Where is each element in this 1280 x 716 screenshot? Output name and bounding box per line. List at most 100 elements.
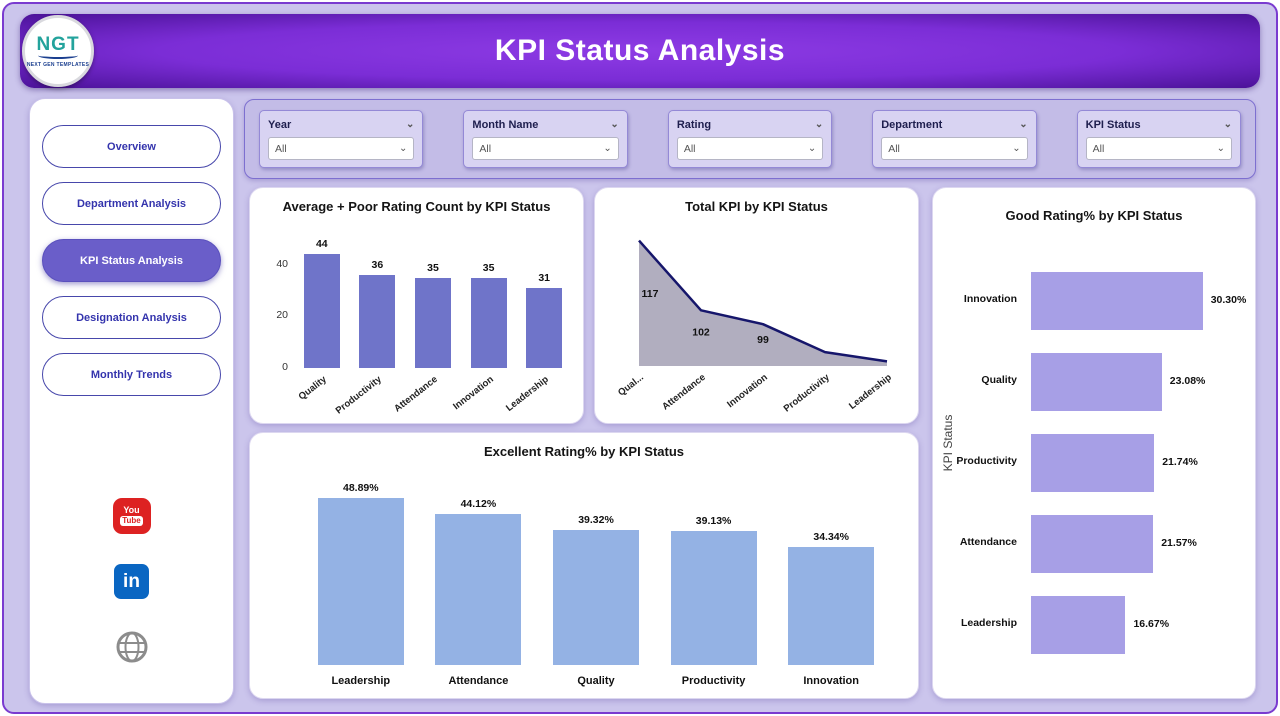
slicer-dropdown[interactable]: All ⌄ xyxy=(268,137,415,160)
category-label: Qual... xyxy=(616,372,646,399)
chevron-down-icon[interactable]: ⌄ xyxy=(406,119,415,130)
chart-card-avg-poor: Average + Poor Rating Count by KPI Statu… xyxy=(249,187,584,424)
svg-text:102: 102 xyxy=(692,326,710,338)
category-label: Productivity xyxy=(681,675,746,687)
chevron-down-icon: ⌄ xyxy=(1012,142,1021,154)
header-banner: KPI Status Analysis xyxy=(20,14,1260,88)
total-kpi-area-chart: 117 102 99 Qual... Attendance Innovation Produ… xyxy=(595,188,918,423)
category-label: Attendance xyxy=(392,374,440,415)
slicer-label: Rating xyxy=(676,119,712,131)
slicer-label: Year xyxy=(268,119,292,131)
slicer-header: Rating ⌄ xyxy=(677,115,823,135)
y-axis-tick: 20 xyxy=(276,309,288,322)
chart-title-avg-poor: Average + Poor Rating Count by KPI Statu… xyxy=(282,199,551,214)
chevron-down-icon[interactable]: ⌄ xyxy=(814,119,824,130)
data-label: 23.08% xyxy=(1169,374,1206,387)
slicer-header: Department ⌄ xyxy=(881,115,1027,135)
logo-subtext: NEXT GEN TEMPLATES xyxy=(26,61,90,68)
slicer-value: All xyxy=(683,142,696,155)
data-label: 21.57% xyxy=(1161,536,1197,549)
avg-poor-bar-chart: 0 20 40 44 Quality 36 Productivity 35 Attendance… xyxy=(250,188,583,423)
area-chart-svg: 117 102 99 xyxy=(638,239,888,366)
bar-attendance[interactable] xyxy=(415,277,451,368)
social-links: You Tube in xyxy=(112,498,151,665)
data-label: 44 xyxy=(315,238,328,251)
slicer-dropdown[interactable]: All ⌄ xyxy=(1085,137,1233,160)
data-label: 48.89% xyxy=(342,481,379,494)
sidebar-item-kpi-status-analysis[interactable]: KPI Status Analysis xyxy=(42,239,221,282)
y-axis-tick: 0 xyxy=(282,361,288,373)
slicer-rating: Rating ⌄ All ⌄ xyxy=(667,110,833,168)
bar-innovation[interactable] xyxy=(470,277,507,368)
bar-leadership[interactable] xyxy=(317,497,404,665)
chevron-down-icon[interactable]: ⌄ xyxy=(610,119,619,130)
chart-card-total-kpi: Total KPI by KPI Status 117 102 99 Qual... A… xyxy=(594,187,919,424)
chevron-down-icon: ⌄ xyxy=(399,142,408,154)
category-label: Attendance xyxy=(660,372,708,413)
slicer-header: Year ⌄ xyxy=(268,115,414,135)
chart-title-good-rating: Good Rating% by KPI Status xyxy=(1005,208,1183,223)
slicer-label: Department xyxy=(881,119,943,131)
slicer-dropdown[interactable]: All ⌄ xyxy=(472,137,619,160)
category-label: Innovation xyxy=(450,374,496,413)
chevron-down-icon[interactable]: ⌄ xyxy=(1223,119,1233,130)
slicer-year: Year ⌄ All ⌄ xyxy=(259,110,424,168)
slicer-dropdown[interactable]: All ⌄ xyxy=(676,137,824,160)
category-label: Quality xyxy=(981,373,1017,386)
slicer-header: KPI Status ⌄ xyxy=(1086,115,1232,135)
bar-leadership[interactable] xyxy=(1031,595,1126,654)
excellent-bar-chart: 48.89% Leadership 44.12% Attendance 39.32% Qu… xyxy=(250,433,918,698)
category-label: Productivity xyxy=(334,374,385,417)
chevron-down-icon[interactable]: ⌄ xyxy=(1019,119,1028,130)
bar-productivity[interactable] xyxy=(670,530,757,665)
chart-title-excellent: Excellent Rating% by KPI Status xyxy=(483,444,685,459)
logo-text: NGT xyxy=(36,33,80,55)
bar-quality[interactable] xyxy=(1031,352,1162,411)
logo-swoosh xyxy=(38,52,78,59)
linkedin-icon[interactable]: in xyxy=(114,564,149,599)
slicer-label: Month Name xyxy=(472,119,539,131)
y-axis-tick: 40 xyxy=(276,257,288,270)
slicer-dropdown[interactable]: All ⌄ xyxy=(881,137,1028,160)
page-title: KPI Status Analysis xyxy=(494,34,786,67)
slicer-value: All xyxy=(275,142,287,155)
bar-leadership[interactable] xyxy=(526,287,563,368)
slicer-value: All xyxy=(479,142,492,155)
category-label: Attendance xyxy=(448,675,509,687)
svg-text:99: 99 xyxy=(757,334,769,346)
svg-text:117: 117 xyxy=(642,288,659,300)
ngt-logo: NGT NEXT GEN TEMPLATES xyxy=(22,15,94,87)
slicer-value: All xyxy=(1092,142,1105,155)
category-label: Quality xyxy=(296,374,329,403)
sidebar-item-department-analysis[interactable]: Department Analysis xyxy=(42,182,221,225)
sidebar-item-monthly-trends[interactable]: Monthly Trends xyxy=(42,353,221,396)
data-label: 16.67% xyxy=(1133,617,1170,630)
category-label: Leadership xyxy=(331,675,391,687)
chevron-down-icon: ⌄ xyxy=(807,142,817,154)
data-label: 44.12% xyxy=(460,497,497,510)
slicer-month-name: Month Name ⌄ All ⌄ xyxy=(463,110,628,168)
data-label: 35 xyxy=(427,261,439,274)
filter-bar: Year ⌄ All ⌄ Month Name ⌄ All ⌄ Rating ⌄ All ⌄ Depar… xyxy=(244,99,1256,179)
sidebar-nav: Overview Department Analysis KPI Status An… xyxy=(42,125,221,410)
bar-innovation[interactable] xyxy=(1031,271,1203,330)
sidebar-item-designation-analysis[interactable]: Designation Analysis xyxy=(42,296,221,339)
slicer-kpi-status: KPI Status ⌄ All ⌄ xyxy=(1076,110,1242,168)
slicer-department: Department ⌄ All ⌄ xyxy=(872,110,1037,168)
youtube-icon[interactable]: You Tube xyxy=(112,498,151,534)
bar-productivity[interactable] xyxy=(1031,433,1155,492)
category-label: Productivity xyxy=(956,454,1017,467)
bar-quality[interactable] xyxy=(303,254,340,368)
bar-attendance[interactable] xyxy=(435,513,522,665)
category-label: Leadership xyxy=(504,374,551,414)
chart-card-good-rating: Good Rating% by KPI Status KPI Status In… xyxy=(932,187,1256,699)
sidebar: Overview Department Analysis KPI Status An… xyxy=(29,98,234,704)
youtube-icon-text-bottom: Tube xyxy=(120,515,143,527)
bar-innovation[interactable] xyxy=(788,547,875,665)
bar-attendance[interactable] xyxy=(1031,514,1154,573)
bar-quality[interactable] xyxy=(553,530,639,665)
website-globe-icon[interactable] xyxy=(114,629,150,665)
bar-productivity[interactable] xyxy=(359,275,396,368)
sidebar-item-overview[interactable]: Overview xyxy=(42,125,221,168)
